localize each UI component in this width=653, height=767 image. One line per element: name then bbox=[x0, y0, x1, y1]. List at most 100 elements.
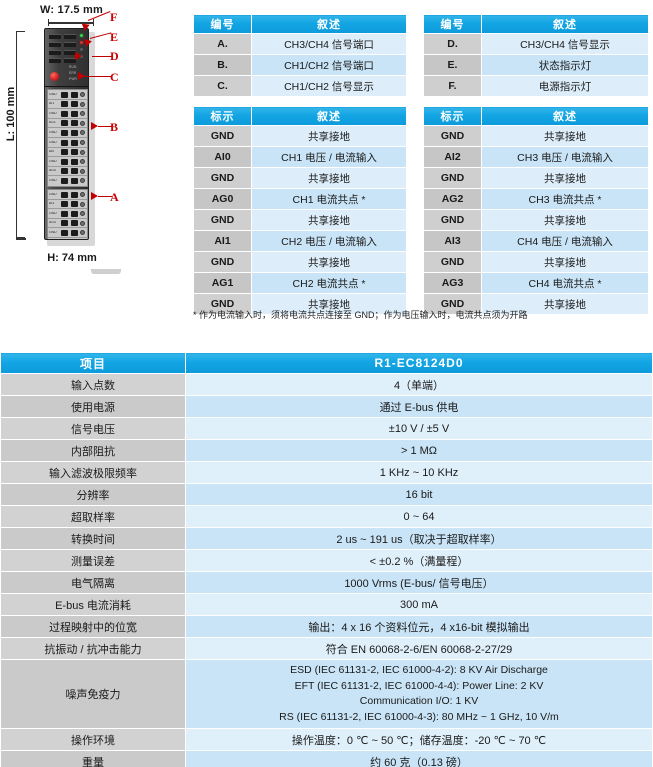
pin-desc: CH3 电压 / 电流输入 bbox=[481, 146, 649, 168]
callout-letter-f: F bbox=[110, 10, 118, 24]
legend-header-desc: 叙述 bbox=[481, 14, 649, 34]
pin-mark: AG0 bbox=[193, 188, 252, 210]
terminal-row: GND bbox=[48, 109, 87, 119]
terminal-hole bbox=[71, 210, 78, 217]
terminal-hole bbox=[71, 129, 78, 136]
spec-item-label: 测量误差 bbox=[0, 549, 186, 572]
panel-text-pwr: PWR bbox=[69, 77, 78, 81]
terminal-hole bbox=[71, 149, 78, 156]
table-row: 电气隔离 1000 Vrms (E-bus/ 信号电压） bbox=[0, 571, 653, 594]
panel-text-err: ERR bbox=[69, 71, 77, 75]
dimension-height-label: H: 74 mm bbox=[47, 252, 97, 264]
terminal-hole bbox=[61, 210, 68, 217]
pin-mark: GND bbox=[423, 251, 482, 273]
terminal-hole bbox=[71, 201, 78, 208]
terminal-screw bbox=[80, 139, 85, 145]
terminal-hole bbox=[61, 229, 68, 236]
terminal-screw bbox=[80, 92, 85, 97]
pin-mark: GND bbox=[193, 293, 252, 315]
legend-right-body: D. CH3/CH4 信号显示 E. 状态指示灯 F. 电源指示灯 bbox=[423, 33, 649, 97]
terminal-screw bbox=[80, 192, 85, 197]
spec-item-label: 输入滤波极限频率 bbox=[0, 461, 186, 484]
terminal-screw bbox=[80, 111, 85, 117]
terminal-hole bbox=[61, 158, 68, 165]
pin-mark: AG3 bbox=[423, 272, 482, 294]
pin-desc: 共享接地 bbox=[251, 167, 407, 189]
pin-left-body: GND 共享接地 AI0 CH1 电压 / 电流输入 GND 共享接地 AG0 CH1 电流共… bbox=[193, 125, 407, 315]
pin-header-desc: 叙述 bbox=[251, 106, 407, 126]
spec-header-item: 项目 bbox=[0, 352, 186, 374]
spec-item-value: 300 mA bbox=[185, 593, 653, 616]
table-row: AG2 CH3 电流共点 * bbox=[423, 188, 649, 210]
terminal-row: GND bbox=[48, 176, 87, 186]
pin-desc: 共享接地 bbox=[251, 293, 407, 315]
legend-table-left: 编号 叙述 A. CH3/CH4 信号端口 B. CH1/CH2 信号端口 C.… bbox=[193, 14, 407, 97]
terminal-screw bbox=[80, 101, 85, 107]
terminal-hole bbox=[71, 139, 78, 146]
table-row: D. CH3/CH4 信号显示 bbox=[423, 33, 649, 55]
table-row: 测量误差 < ±0.2 %（满量程） bbox=[0, 549, 653, 572]
legend-desc: CH1/CH2 信号显示 bbox=[251, 75, 407, 97]
terminal-row: AI1 bbox=[48, 100, 87, 110]
pin-desc: 共享接地 bbox=[481, 293, 649, 315]
callout-letter-a: A bbox=[110, 190, 119, 204]
terminal-label: AG3 bbox=[49, 221, 56, 225]
terminal-hole bbox=[61, 149, 68, 156]
pin-mark: AI1 bbox=[193, 230, 252, 252]
table-row: GND 共享接地 bbox=[193, 125, 407, 147]
dimension-length-bracket bbox=[16, 31, 25, 238]
spec-item-value: 1 KHz ~ 10 KHz bbox=[185, 461, 653, 484]
pin-right-body: GND 共享接地 AI2 CH3 电压 / 电流输入 GND 共享接地 AG2 CH3 电流共… bbox=[423, 125, 649, 315]
terminal-label: GND bbox=[49, 192, 57, 196]
table-row: GND 共享接地 bbox=[193, 167, 407, 189]
spec-value-line: Communication I/O: 1 KV bbox=[359, 695, 479, 707]
legend-header-id: 编号 bbox=[193, 14, 252, 34]
terminal-hole bbox=[61, 120, 68, 127]
specification-table: 项目 R1-EC8124D0 输入点数 4（单端） 使用电源 通过 E-bus 供电信… bbox=[0, 352, 653, 767]
spec-item-label: 重量 bbox=[0, 750, 186, 767]
pin-desc: 共享接地 bbox=[481, 209, 649, 231]
terminal-row: GND bbox=[48, 157, 87, 167]
table-row: GND 共享接地 bbox=[193, 209, 407, 231]
terminal-row: AG3 bbox=[48, 219, 87, 229]
pin-desc: CH4 电压 / 电流输入 bbox=[481, 230, 649, 252]
specification-body: 输入点数 4（单端） 使用电源 通过 E-bus 供电 信号电压 ±10 V / ±5 V… bbox=[0, 373, 653, 767]
terminal-screw bbox=[80, 149, 85, 155]
terminal-row: AI0 bbox=[48, 148, 87, 158]
power-led bbox=[80, 34, 83, 37]
terminal-hole bbox=[71, 91, 78, 98]
table-row: GND 共享接地 bbox=[423, 209, 649, 231]
terminal-screw bbox=[80, 130, 85, 136]
spec-item-label: 抗振动 / 抗冲击能力 bbox=[0, 637, 186, 660]
signal-led-1 bbox=[80, 48, 83, 51]
top-section: W: 17.5 mm L: 100 mm H: 74 mm bbox=[0, 0, 653, 338]
pin-mark: AG2 bbox=[423, 188, 482, 210]
legend-header-id: 编号 bbox=[423, 14, 482, 34]
pin-mark: GND bbox=[193, 251, 252, 273]
terminal-hole bbox=[61, 191, 68, 198]
spec-item-label: 转换时间 bbox=[0, 527, 186, 550]
table-row: 转换时间 2 us ~ 191 us（取决于超取样率） bbox=[0, 527, 653, 550]
legend-id: B. bbox=[193, 54, 252, 76]
table-row: GND 共享接地 bbox=[193, 251, 407, 273]
pin-mark: AG1 bbox=[193, 272, 252, 294]
product-diagram: W: 17.5 mm L: 100 mm H: 74 mm bbox=[0, 0, 186, 338]
table-row: 操作环境 操作温度：0 ℃ ~ 50 ℃；储存温度：-20 ℃ ~ 70 ℃ bbox=[0, 728, 653, 751]
pin-header-mark: 标示 bbox=[193, 106, 252, 126]
pin-mark: GND bbox=[193, 125, 252, 147]
table-row: 分辨率 16 bit bbox=[0, 483, 653, 506]
legend-desc: 状态指示灯 bbox=[481, 54, 649, 76]
pin-table-right: 标示 叙述 GND 共享接地 AI2 CH3 电压 / 电流输入 GND 共享接地 AG2 C… bbox=[423, 106, 649, 315]
panel-text-run: RUN bbox=[69, 65, 77, 69]
terminal-hole bbox=[61, 177, 68, 184]
terminal-hole bbox=[61, 110, 68, 117]
pin-desc: 共享接地 bbox=[481, 125, 649, 147]
specification-section: 项目 R1-EC8124D0 输入点数 4（单端） 使用电源 通过 E-bus 供电信… bbox=[0, 352, 653, 767]
terminal-label: AI1 bbox=[49, 102, 55, 106]
table-row: GND 共享接地 bbox=[193, 293, 407, 315]
table-row: A. CH3/CH4 信号端口 bbox=[193, 33, 407, 55]
pin-desc: 共享接地 bbox=[251, 125, 407, 147]
terminal-screw bbox=[80, 220, 85, 226]
terminal-hole bbox=[71, 229, 78, 236]
